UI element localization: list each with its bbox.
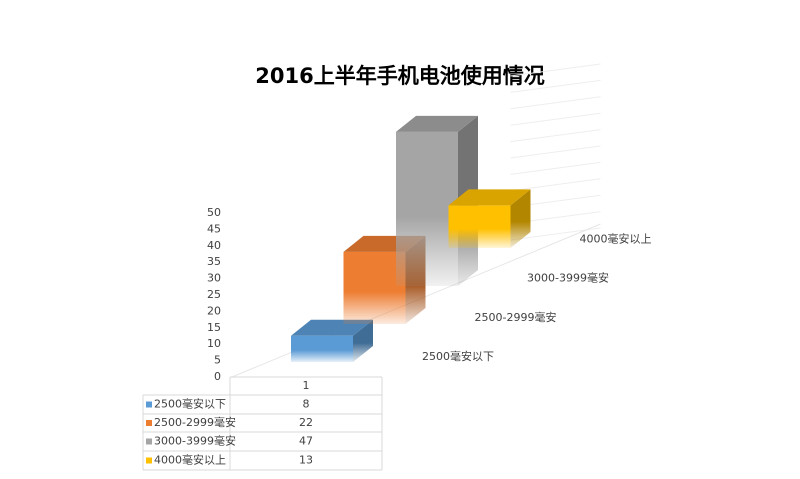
table-value: 13 <box>299 454 313 467</box>
bar-side <box>510 189 531 248</box>
grid-line <box>510 129 601 143</box>
grid-line <box>510 161 601 175</box>
y-tick-label: 10 <box>207 337 221 350</box>
grid-line <box>510 96 601 110</box>
y-tick-label: 30 <box>207 272 221 285</box>
table-header: 1 <box>303 379 310 392</box>
y-tick-label: 50 <box>207 206 221 219</box>
table-value: 47 <box>299 435 313 448</box>
y-tick-label: 5 <box>214 354 221 367</box>
grid-line <box>510 112 601 126</box>
legend-label: 4000毫安以上 <box>154 453 226 467</box>
y-tick-label: 15 <box>207 321 221 334</box>
table-value: 8 <box>303 398 310 411</box>
y-tick-label: 0 <box>214 370 221 383</box>
legend-key <box>146 401 152 408</box>
y-tick-label: 35 <box>207 255 221 268</box>
bar-top <box>448 189 531 206</box>
grid-line <box>510 145 601 159</box>
bar-side <box>353 319 373 362</box>
bar <box>291 335 353 362</box>
grid-line <box>510 178 601 192</box>
depth-label: 3000-3999毫安 <box>527 271 609 285</box>
y-tick-label: 20 <box>207 304 221 317</box>
grid-line <box>510 79 601 93</box>
y-tick-label: 40 <box>207 239 221 252</box>
bar-top <box>396 115 478 132</box>
bar <box>396 131 458 286</box>
grid-line <box>510 63 601 77</box>
legend-label: 2500-2999毫安 <box>154 415 236 429</box>
bar <box>343 251 406 324</box>
y-tick-label: 25 <box>207 288 221 301</box>
depth-label: 4000毫安以上 <box>580 232 652 246</box>
legend-label: 2500毫安以下 <box>154 397 226 411</box>
depth-label: 2500-2999毫安 <box>475 310 557 324</box>
chart-title: 2016上半年手机电池使用情况 <box>255 64 544 88</box>
depth-label: 2500毫安以下 <box>422 349 494 363</box>
legend-key <box>146 438 152 445</box>
table-value: 22 <box>299 416 313 429</box>
legend-key <box>146 457 152 464</box>
y-tick-label: 45 <box>207 222 221 235</box>
legend-label: 3000-3999毫安 <box>154 434 236 448</box>
legend-key <box>146 420 152 426</box>
bar <box>448 205 511 248</box>
